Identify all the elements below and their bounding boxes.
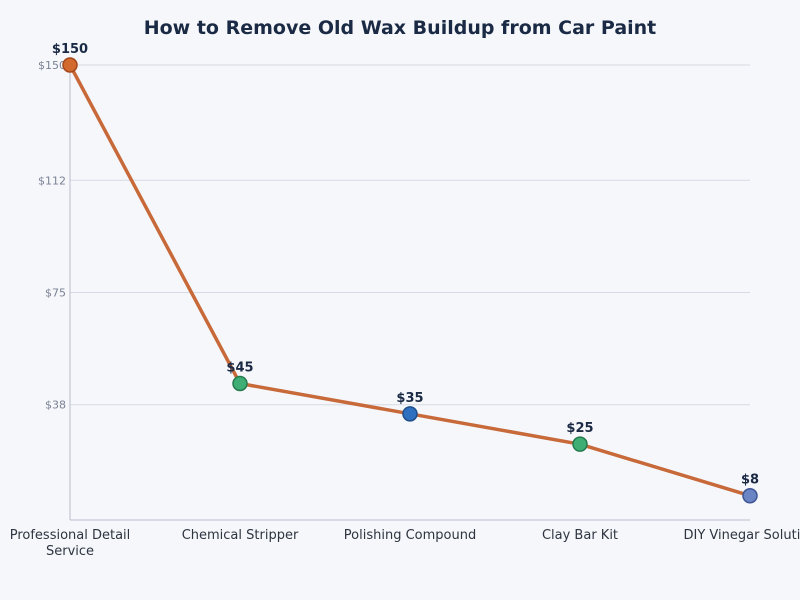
x-tick-label: Chemical Stripper [182,528,299,543]
data-point [232,375,248,392]
data-label: $45 [226,361,253,376]
series-line-group [68,63,752,498]
x-tick-label: Professional Detail Service [10,528,131,559]
data-label: $25 [566,421,593,436]
axes [69,65,750,521]
x-axis-ticks: Professional Detail Service Chemical Strip… [10,528,800,559]
data-point [402,406,418,422]
data-point [572,436,588,452]
data-label: $8 [741,473,759,488]
y-tick-label: $150 [38,59,66,72]
data-label: $35 [396,391,423,406]
y-tick-label: $75 [45,287,66,300]
y-tick-label: $112 [38,174,66,187]
chart-title: How to Remove Old Wax Buildup from Car P… [144,17,657,39]
x-tick-label: DIY Vinegar Solution [683,528,800,543]
data-label: $150 [52,42,88,57]
data-point [742,487,758,504]
data-points [62,57,758,504]
x-tick-label: Clay Bar Kit [542,528,618,543]
grid-lines [70,64,750,406]
y-axis-ticks: $38 $75 $112 $150 [38,59,66,412]
y-tick-label: $38 [45,399,66,412]
series-line [68,63,752,498]
data-labels: $150 $45 $35 $25 $8 [52,42,759,488]
data-point [62,57,78,73]
x-tick-label: Polishing Compound [344,528,476,543]
